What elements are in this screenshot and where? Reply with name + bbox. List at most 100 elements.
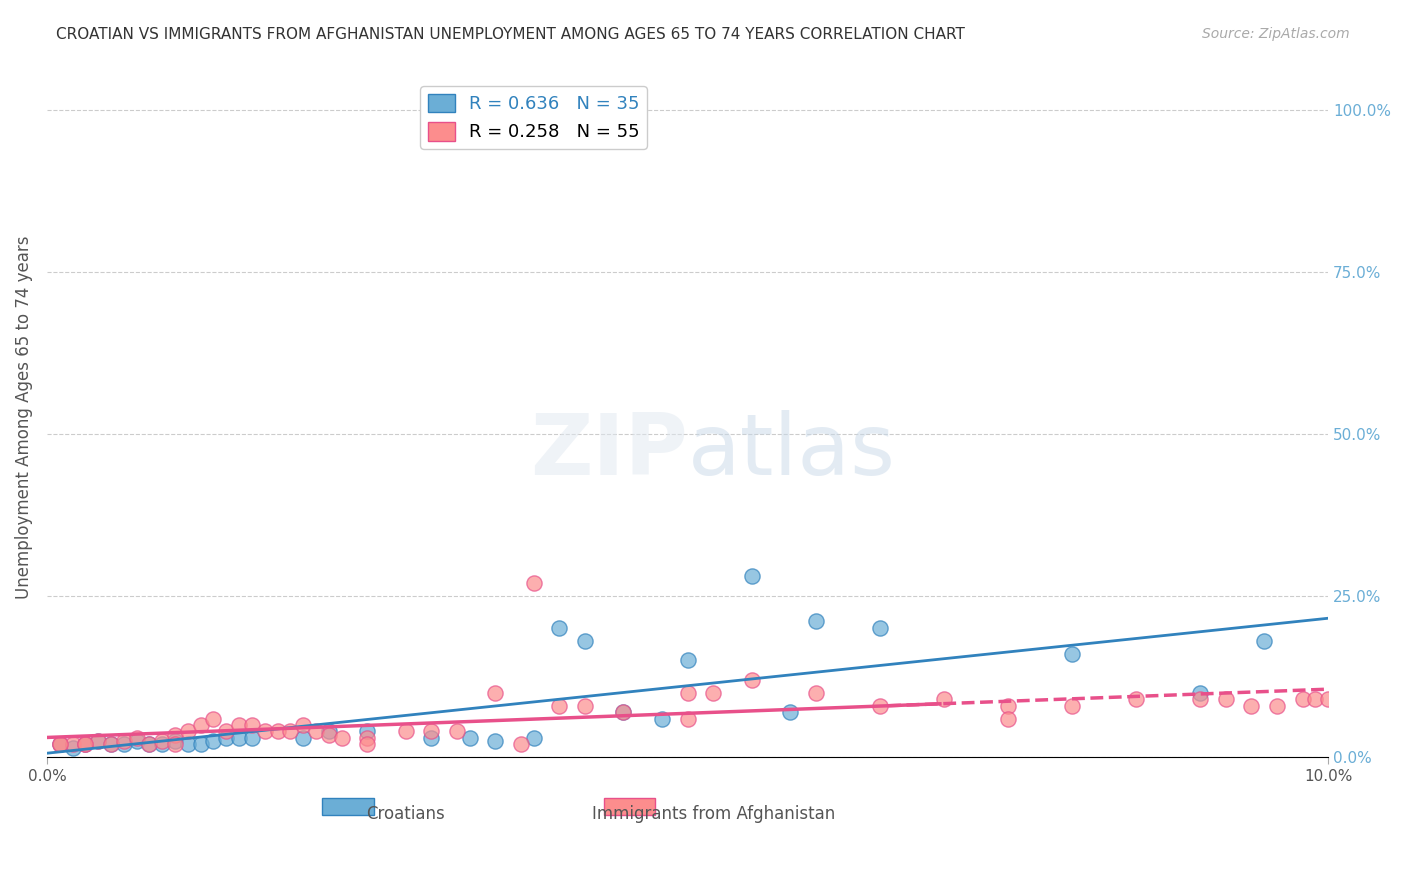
Point [330, 731, 353, 745]
Y-axis label: Unemployment Among Ages 65 to 74 years: Unemployment Among Ages 65 to 74 years [15, 235, 32, 599]
Point [676, 686, 699, 700]
Point [163, 728, 186, 742]
Point [228, 718, 250, 732]
Point [266, 724, 288, 739]
Point [1060, 647, 1083, 661]
Point [869, 698, 891, 713]
Point [100, 738, 122, 752]
Point [163, 738, 186, 752]
Point [612, 705, 634, 719]
Point [138, 738, 160, 752]
Text: atlas: atlas [688, 410, 896, 493]
Point [125, 734, 148, 748]
Point [741, 569, 763, 583]
Point [278, 724, 301, 739]
Point [523, 731, 546, 745]
Point [190, 718, 212, 732]
Point [869, 621, 891, 635]
Point [48, 738, 70, 752]
Text: ZIP: ZIP [530, 410, 688, 493]
Point [1215, 692, 1237, 706]
Point [395, 724, 418, 739]
Point [932, 692, 955, 706]
Point [75, 738, 97, 752]
Point [548, 698, 571, 713]
Point [741, 673, 763, 687]
Point [458, 731, 481, 745]
FancyBboxPatch shape [322, 798, 374, 815]
Point [240, 718, 263, 732]
Point [548, 621, 571, 635]
Text: Croatians: Croatians [367, 805, 446, 823]
Point [510, 738, 533, 752]
Point [484, 734, 506, 748]
Point [574, 633, 596, 648]
Point [177, 724, 200, 739]
Point [420, 724, 443, 739]
Point [75, 738, 97, 752]
Point [523, 575, 546, 590]
Point [1060, 698, 1083, 713]
Point [356, 731, 378, 745]
Point [574, 698, 596, 713]
Point [202, 734, 225, 748]
Point [997, 712, 1019, 726]
Point [1188, 686, 1211, 700]
Point [112, 734, 135, 748]
Point [446, 724, 468, 739]
Legend: R = 0.636   N = 35, R = 0.258   N = 55: R = 0.636 N = 35, R = 0.258 N = 55 [420, 87, 647, 149]
Point [240, 731, 263, 745]
Point [190, 738, 212, 752]
Point [215, 731, 238, 745]
Point [62, 738, 84, 752]
Point [612, 705, 634, 719]
Point [676, 653, 699, 667]
Point [420, 731, 443, 745]
Point [1265, 698, 1288, 713]
Point [305, 724, 328, 739]
Point [163, 734, 186, 748]
Point [1317, 692, 1340, 706]
Point [702, 686, 724, 700]
Point [100, 738, 122, 752]
Point [1253, 633, 1275, 648]
FancyBboxPatch shape [605, 798, 655, 815]
Point [87, 734, 110, 748]
Point [318, 728, 340, 742]
Point [676, 712, 699, 726]
Point [292, 731, 315, 745]
Point [997, 698, 1019, 713]
Point [177, 738, 200, 752]
Point [651, 712, 673, 726]
Point [779, 705, 801, 719]
Point [253, 724, 276, 739]
Point [112, 738, 135, 752]
Point [125, 731, 148, 745]
Point [804, 615, 827, 629]
Point [150, 738, 173, 752]
Point [356, 738, 378, 752]
Point [292, 718, 315, 732]
Point [318, 724, 340, 739]
Point [75, 738, 97, 752]
Point [228, 731, 250, 745]
Point [48, 738, 70, 752]
Point [1240, 698, 1263, 713]
Point [215, 724, 238, 739]
Point [138, 738, 160, 752]
Point [1291, 692, 1313, 706]
Point [1305, 692, 1327, 706]
Text: Immigrants from Afghanistan: Immigrants from Afghanistan [592, 805, 835, 823]
Point [48, 738, 70, 752]
Point [202, 712, 225, 726]
Text: Source: ZipAtlas.com: Source: ZipAtlas.com [1202, 27, 1350, 41]
Point [484, 686, 506, 700]
Point [1188, 692, 1211, 706]
Point [62, 740, 84, 755]
Point [87, 734, 110, 748]
Point [150, 734, 173, 748]
Point [1125, 692, 1147, 706]
Point [804, 686, 827, 700]
Point [356, 724, 378, 739]
Text: CROATIAN VS IMMIGRANTS FROM AFGHANISTAN UNEMPLOYMENT AMONG AGES 65 TO 74 YEARS C: CROATIAN VS IMMIGRANTS FROM AFGHANISTAN … [56, 27, 965, 42]
